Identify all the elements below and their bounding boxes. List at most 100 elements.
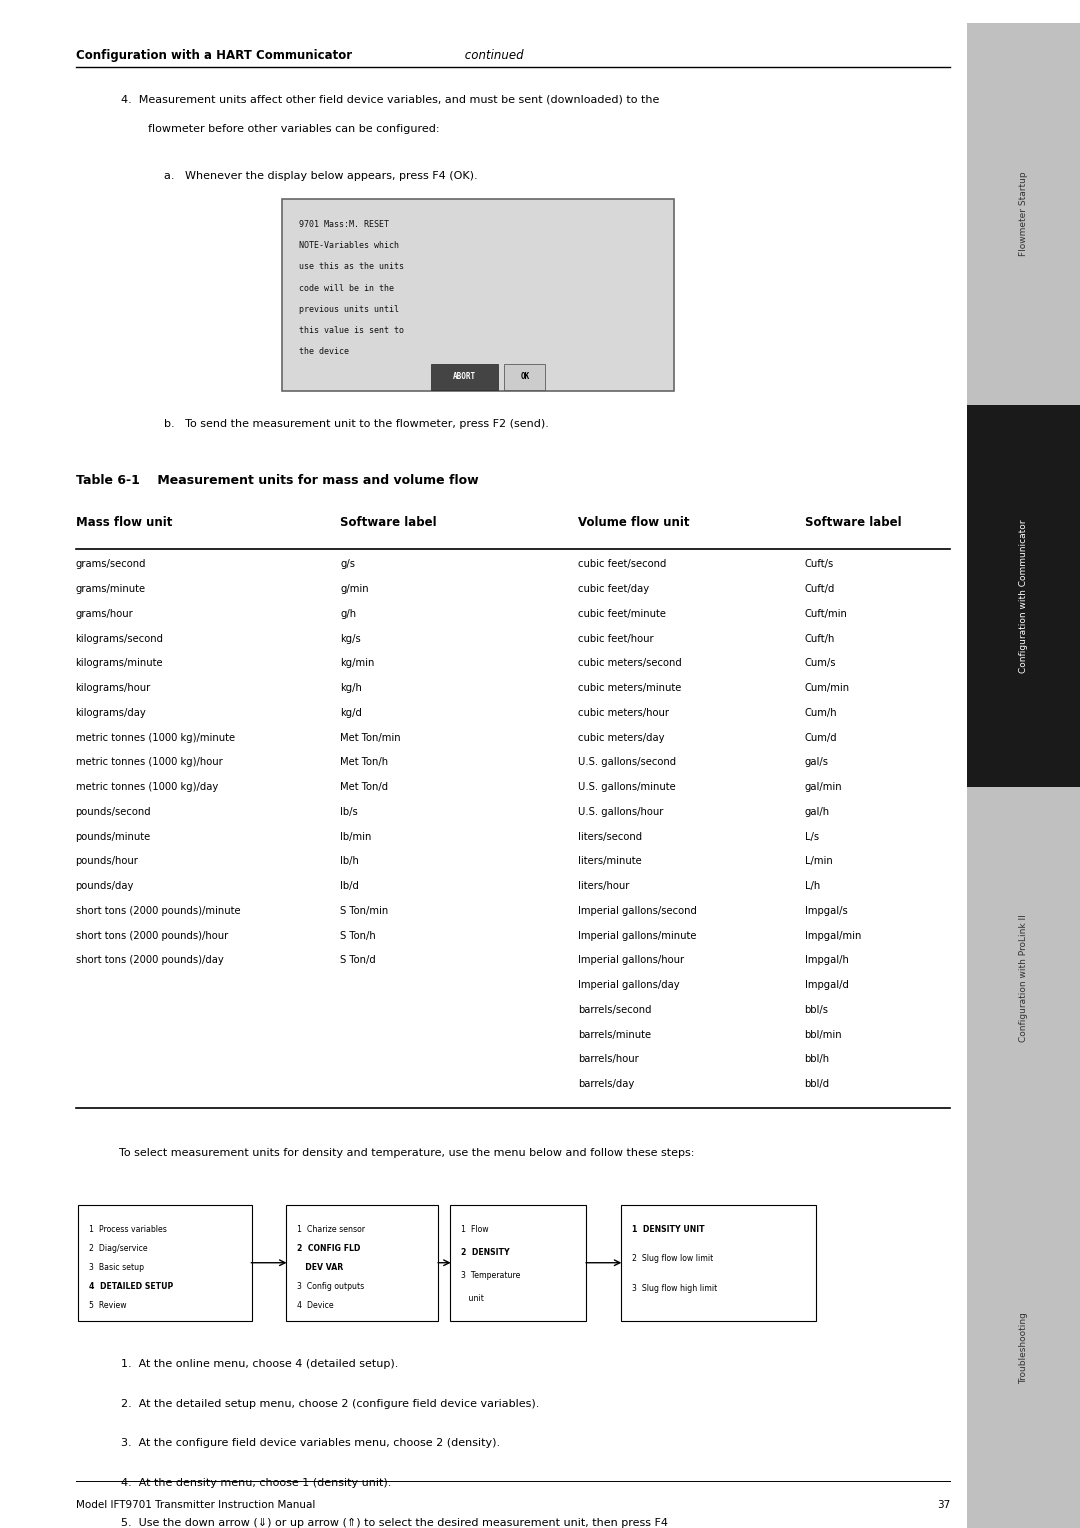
- FancyBboxPatch shape: [504, 364, 545, 390]
- FancyBboxPatch shape: [282, 199, 674, 391]
- Text: kilograms/hour: kilograms/hour: [76, 683, 151, 694]
- Text: Cum/s: Cum/s: [805, 659, 836, 668]
- FancyBboxPatch shape: [431, 364, 498, 390]
- Text: Met Ton/min: Met Ton/min: [340, 732, 401, 743]
- Text: short tons (2000 pounds)/minute: short tons (2000 pounds)/minute: [76, 906, 240, 915]
- Text: gal/h: gal/h: [805, 807, 829, 817]
- Text: cubic meters/minute: cubic meters/minute: [578, 683, 681, 694]
- Text: the device: the device: [299, 347, 349, 356]
- Text: gal/min: gal/min: [805, 782, 842, 792]
- Text: Mass flow unit: Mass flow unit: [76, 516, 172, 530]
- Text: barrels/minute: barrels/minute: [578, 1030, 651, 1039]
- Text: grams/hour: grams/hour: [76, 608, 133, 619]
- Text: Met Ton/h: Met Ton/h: [340, 758, 389, 767]
- Text: 1  Process variables: 1 Process variables: [89, 1224, 166, 1233]
- Text: 4  DETAILED SETUP: 4 DETAILED SETUP: [89, 1282, 173, 1291]
- Text: Configuration with a HART Communicator: Configuration with a HART Communicator: [76, 49, 352, 63]
- FancyBboxPatch shape: [967, 1169, 1080, 1528]
- Text: liters/second: liters/second: [578, 831, 642, 842]
- Text: Cuft/h: Cuft/h: [805, 634, 835, 643]
- FancyBboxPatch shape: [967, 787, 1080, 1169]
- Text: short tons (2000 pounds)/day: short tons (2000 pounds)/day: [76, 955, 224, 966]
- Text: Cuft/s: Cuft/s: [805, 559, 834, 570]
- FancyBboxPatch shape: [967, 405, 1080, 787]
- Text: Software label: Software label: [805, 516, 901, 530]
- Text: bbl/h: bbl/h: [805, 1054, 829, 1065]
- Text: bbl/s: bbl/s: [805, 1005, 828, 1015]
- Text: use this as the units: use this as the units: [299, 263, 404, 272]
- Text: cubic feet/second: cubic feet/second: [578, 559, 666, 570]
- Text: liters/hour: liters/hour: [578, 882, 630, 891]
- FancyBboxPatch shape: [967, 23, 1080, 405]
- Text: continued: continued: [461, 49, 524, 63]
- Text: previous units until: previous units until: [299, 306, 400, 313]
- Text: pounds/hour: pounds/hour: [76, 856, 138, 866]
- Text: Cum/min: Cum/min: [805, 683, 850, 694]
- Text: g/min: g/min: [340, 584, 369, 594]
- Text: kilograms/second: kilograms/second: [76, 634, 163, 643]
- Text: Imperial gallons/minute: Imperial gallons/minute: [578, 931, 697, 941]
- Text: Imperial gallons/second: Imperial gallons/second: [578, 906, 697, 915]
- Text: Imperial gallons/day: Imperial gallons/day: [578, 979, 679, 990]
- Text: metric tonnes (1000 kg)/day: metric tonnes (1000 kg)/day: [76, 782, 218, 792]
- Text: 4.  Measurement units affect other field device variables, and must be sent (dow: 4. Measurement units affect other field …: [121, 95, 659, 105]
- Text: cubic feet/hour: cubic feet/hour: [578, 634, 653, 643]
- Text: L/min: L/min: [805, 856, 833, 866]
- Text: Cuft/d: Cuft/d: [805, 584, 835, 594]
- Text: lb/min: lb/min: [340, 831, 372, 842]
- Text: lb/s: lb/s: [340, 807, 357, 817]
- Text: 1  Charize sensor: 1 Charize sensor: [297, 1224, 365, 1233]
- Text: a.   Whenever the display below appears, press F4 (OK).: a. Whenever the display below appears, p…: [164, 171, 477, 182]
- Text: cubic feet/day: cubic feet/day: [578, 584, 649, 594]
- Text: 3.  At the configure field device variables menu, choose 2 (density).: 3. At the configure field device variabl…: [121, 1438, 500, 1449]
- Text: kilograms/day: kilograms/day: [76, 707, 147, 718]
- Text: 1.  At the online menu, choose 4 (detailed setup).: 1. At the online menu, choose 4 (detaile…: [121, 1358, 399, 1369]
- Text: barrels/hour: barrels/hour: [578, 1054, 638, 1065]
- Text: barrels/day: barrels/day: [578, 1079, 634, 1089]
- Text: U.S. gallons/minute: U.S. gallons/minute: [578, 782, 676, 792]
- Text: Impgal/h: Impgal/h: [805, 955, 849, 966]
- Text: kg/min: kg/min: [340, 659, 375, 668]
- Text: 3  Basic setup: 3 Basic setup: [89, 1262, 144, 1271]
- Text: Cum/h: Cum/h: [805, 707, 837, 718]
- Text: 3  Temperature: 3 Temperature: [461, 1271, 521, 1280]
- Text: kilograms/minute: kilograms/minute: [76, 659, 163, 668]
- Text: g/s: g/s: [340, 559, 355, 570]
- Text: Configuration with ProLink II: Configuration with ProLink II: [1018, 914, 1028, 1042]
- Text: kg/d: kg/d: [340, 707, 362, 718]
- Text: g/h: g/h: [340, 608, 356, 619]
- Text: L/s: L/s: [805, 831, 819, 842]
- Text: cubic feet/minute: cubic feet/minute: [578, 608, 665, 619]
- Text: pounds/minute: pounds/minute: [76, 831, 151, 842]
- Text: Volume flow unit: Volume flow unit: [578, 516, 689, 530]
- Text: OK: OK: [521, 371, 529, 380]
- Text: Model IFT9701 Transmitter Instruction Manual: Model IFT9701 Transmitter Instruction Ma…: [76, 1500, 315, 1511]
- Text: ABORT: ABORT: [453, 371, 476, 380]
- Text: metric tonnes (1000 kg)/minute: metric tonnes (1000 kg)/minute: [76, 732, 234, 743]
- Text: S Ton/h: S Ton/h: [340, 931, 376, 941]
- FancyBboxPatch shape: [621, 1204, 816, 1320]
- Text: liters/minute: liters/minute: [578, 856, 642, 866]
- Text: b.   To send the measurement unit to the flowmeter, press F2 (send).: b. To send the measurement unit to the f…: [164, 419, 549, 429]
- Text: To select measurement units for density and temperature, use the menu below and : To select measurement units for density …: [119, 1148, 694, 1158]
- Text: 2  Diag/service: 2 Diag/service: [89, 1244, 147, 1253]
- Text: 5.  Use the down arrow (⇓) or up arrow (⇑) to select the desired measurement uni: 5. Use the down arrow (⇓) or up arrow (⇑…: [121, 1517, 667, 1528]
- Text: Impgal/min: Impgal/min: [805, 931, 861, 941]
- Text: DEV VAR: DEV VAR: [297, 1262, 343, 1271]
- Text: 2  Slug flow low limit: 2 Slug flow low limit: [632, 1254, 713, 1264]
- Text: grams/second: grams/second: [76, 559, 146, 570]
- Text: Impgal/s: Impgal/s: [805, 906, 848, 915]
- Text: this value is sent to: this value is sent to: [299, 325, 404, 335]
- Text: Troubleshooting: Troubleshooting: [1018, 1313, 1028, 1384]
- Text: Met Ton/d: Met Ton/d: [340, 782, 389, 792]
- Text: 3  Slug flow high limit: 3 Slug flow high limit: [632, 1284, 717, 1293]
- Text: 37: 37: [937, 1500, 950, 1511]
- Text: NOTE-Variables which: NOTE-Variables which: [299, 241, 400, 251]
- Text: 1  DENSITY UNIT: 1 DENSITY UNIT: [632, 1224, 704, 1233]
- Text: Configuration with Communicator: Configuration with Communicator: [1018, 520, 1028, 672]
- Text: 2.  At the detailed setup menu, choose 2 (configure field device variables).: 2. At the detailed setup menu, choose 2 …: [121, 1398, 539, 1409]
- Text: gal/s: gal/s: [805, 758, 828, 767]
- Text: 3  Config outputs: 3 Config outputs: [297, 1282, 364, 1291]
- Text: pounds/day: pounds/day: [76, 882, 134, 891]
- Text: flowmeter before other variables can be configured:: flowmeter before other variables can be …: [148, 124, 440, 134]
